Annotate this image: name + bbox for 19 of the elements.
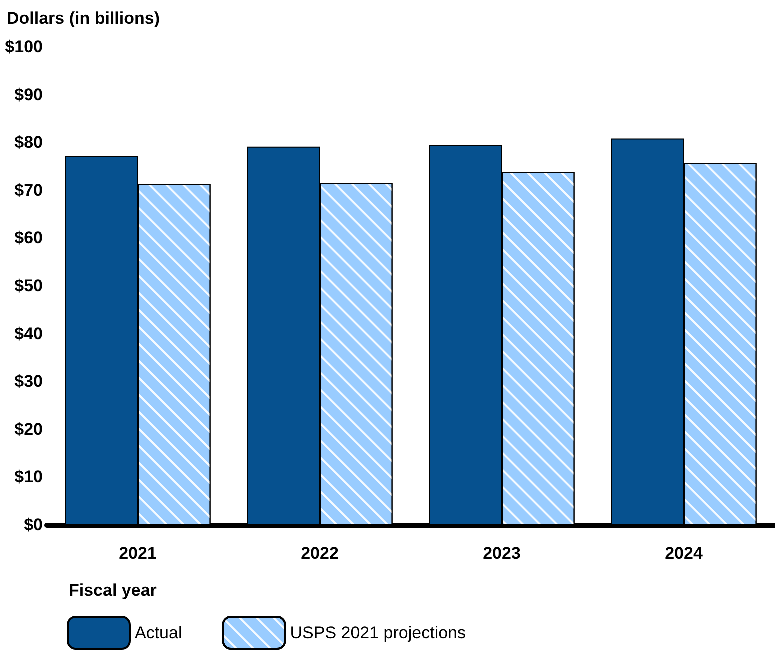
y-tick-label: $40	[14, 324, 43, 344]
x-tick-label: 2024	[665, 544, 704, 563]
y-axis-title: Dollars (in billions)	[7, 9, 160, 28]
y-tick-label: $100	[5, 38, 43, 56]
y-tick-label: $20	[14, 420, 43, 439]
legend-label: USPS 2021 projections	[290, 624, 466, 642]
x-axis-title: Fiscal year	[69, 581, 158, 600]
x-tick-label: 2023	[483, 544, 521, 563]
y-tick-label: $10	[14, 468, 43, 487]
y-tick-label: $80	[14, 133, 43, 152]
y-tick-label: $90	[14, 85, 43, 104]
legend-label: Actual	[135, 624, 182, 642]
x-tick-label: 2021	[119, 544, 157, 563]
y-tick-label: $30	[14, 372, 43, 392]
y-tick-label: $0	[24, 516, 43, 534]
y-tick-label: $70	[14, 180, 43, 200]
y-tick-label: $50	[14, 276, 43, 296]
y-tick-label: $60	[14, 228, 43, 248]
x-tick-label: 2022	[301, 544, 339, 563]
